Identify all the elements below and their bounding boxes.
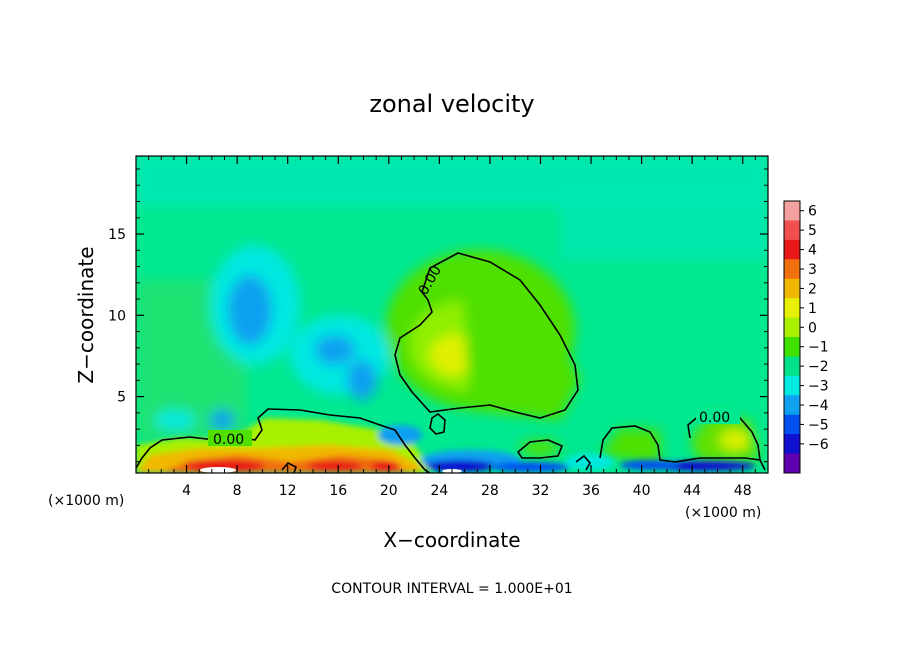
x-tick-label: 12	[279, 483, 297, 499]
upper-right-cyan-band	[560, 200, 768, 260]
surface-white-1	[200, 467, 236, 473]
colorbar-label: −4	[808, 398, 829, 414]
y-tick-label: 15	[108, 227, 126, 243]
colorbar-label: 5	[808, 223, 817, 239]
x-tick-label: 4	[182, 483, 191, 499]
colorbar-label: −1	[808, 340, 829, 356]
upper-cyan-band	[136, 156, 768, 206]
y-axis-label: Z−coordinate	[74, 246, 98, 383]
x-tick-label: 44	[683, 483, 701, 499]
colorbar-swatch	[784, 298, 800, 319]
y-tick-label: 10	[108, 308, 126, 324]
negative-mid-inner	[315, 335, 355, 365]
x-tick-label: 8	[233, 483, 242, 499]
colorbar-swatch	[784, 395, 800, 416]
contour-small-1	[429, 412, 446, 435]
colorbar-swatch	[784, 375, 800, 396]
x-unit-left: (×1000 m)	[48, 493, 124, 509]
near-surface-deepblue-2	[490, 462, 570, 472]
near-surface-blue-4	[620, 460, 680, 470]
colorbar-swatch	[784, 453, 800, 474]
contour-zero-big	[394, 252, 579, 419]
x-tick-label: 36	[582, 483, 600, 499]
colorbar-label: 0	[808, 320, 817, 336]
colorbar-label: −3	[808, 379, 829, 395]
x-axis-label: X−coordinate	[383, 528, 520, 552]
colorbar-label: −2	[808, 359, 829, 375]
contour-label-left: 0.00	[213, 432, 244, 448]
colorbar-label: 2	[808, 281, 817, 297]
right-low-yellow	[720, 430, 750, 450]
contour-interval-note: CONTOUR INTERVAL = 1.000E+01	[331, 581, 572, 597]
chart-title: zonal velocity	[369, 90, 534, 118]
colorbar-label: 1	[808, 301, 817, 317]
contour-label-right: 0.00	[699, 410, 730, 426]
velocity-field: 0.00 0.00 0.00	[136, 156, 768, 473]
contour-small-3	[281, 462, 297, 473]
colorbar-label: 4	[808, 243, 817, 259]
x-unit-right: (×1000 m)	[685, 505, 761, 521]
x-tick-label: 16	[329, 483, 347, 499]
negative-mid-inner-2	[347, 360, 377, 400]
colorbar-label: 6	[808, 204, 817, 220]
positive-region-right-lobe	[460, 260, 580, 420]
colorbar-swatch	[784, 414, 800, 435]
negative-upper-inner	[228, 275, 272, 345]
colorbar: 6 5 4 3 2 1 0 −1 −2 −3 −4 −5 −6	[783, 200, 829, 474]
colorbar-label: −5	[808, 417, 829, 433]
contour-zero-left	[136, 408, 431, 473]
contour-small-4	[575, 454, 591, 471]
x-tick-label: 40	[633, 483, 651, 499]
colorbar-swatch	[784, 201, 800, 221]
colorbar-label: −6	[808, 437, 829, 453]
y-tick-label: 5	[117, 390, 126, 406]
colorbar-swatch	[784, 356, 800, 377]
colorbar-swatch	[784, 278, 800, 299]
contour-labels: 0.00 0.00 0.00	[208, 263, 740, 448]
colorbar-swatch	[784, 259, 800, 280]
colorbar-frame	[783, 200, 801, 474]
right-low-positive-1	[600, 428, 660, 465]
contours	[136, 252, 766, 473]
x-tick-label: 32	[532, 483, 550, 499]
x-tick-label: 24	[430, 483, 448, 499]
x-tick-label: 28	[481, 483, 499, 499]
colorbar-swatch	[784, 337, 800, 357]
hotspot-red-3	[370, 461, 400, 471]
x-axis-ticks: 4 8 12 16 20 24 28 32 36 40 44 48	[148, 156, 756, 499]
colorbar-swatch	[784, 317, 800, 338]
negative-left-dot-2	[155, 410, 195, 430]
x-tick-label: 48	[734, 483, 752, 499]
hotspot-red-2	[307, 461, 363, 471]
colorbar-swatch	[784, 434, 800, 455]
near-surface-blue-1	[378, 425, 422, 445]
colorbar-label: 3	[808, 262, 817, 278]
negative-left-dot	[210, 410, 234, 430]
colorbar-swatch	[784, 239, 800, 260]
contour-zero-right-1	[599, 425, 766, 471]
colorbar-swatch	[784, 220, 800, 241]
y-axis-ticks: 5 10 15	[108, 168, 768, 463]
contour-small-2	[516, 439, 564, 459]
mid-positive-blob	[520, 440, 560, 456]
x-tick-label: 20	[380, 483, 398, 499]
